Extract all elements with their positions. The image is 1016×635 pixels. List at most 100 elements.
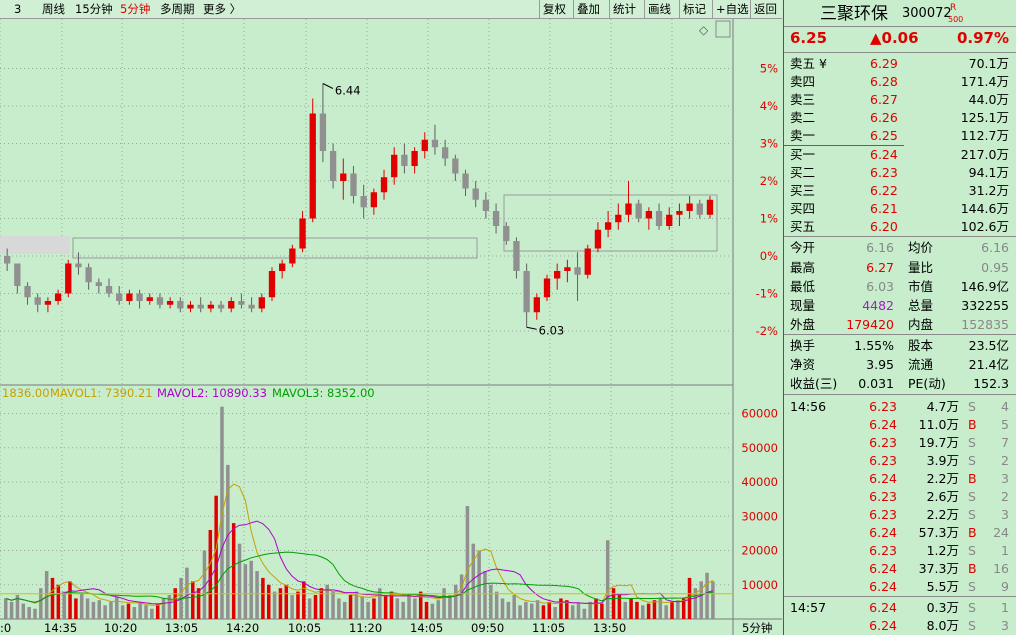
candle <box>319 113 327 151</box>
candle <box>401 154 408 166</box>
tick-volume: 4.7万 <box>926 399 959 414</box>
candle <box>655 211 663 226</box>
buy-level-2[interactable]: 买二 6.23 94.1万 <box>784 164 1016 182</box>
stats-row: 最低 6.03 市值 146.9亿 <box>784 278 1016 296</box>
volume-bar <box>155 603 160 619</box>
sell-level-1[interactable]: 卖五 ¥ 6.29 70.1万 <box>784 55 1016 73</box>
price-axis-label: 0% <box>760 249 778 263</box>
volume-bar <box>208 529 213 619</box>
volume-bar <box>173 588 177 619</box>
candle <box>4 256 11 264</box>
mark-button[interactable]: 标记 <box>679 0 709 18</box>
candle <box>207 304 215 309</box>
buy-level-4[interactable]: 买四 6.21 144.6万 <box>784 200 1016 218</box>
price-axis-label: 3% <box>760 137 778 151</box>
multi-period-button[interactable]: 多周期 <box>160 2 195 16</box>
level-volume: 125.1万 <box>960 110 1009 125</box>
tick-row: 6.24 57.3万 B 24 <box>784 524 1016 542</box>
price-axis-label: 5% <box>760 62 778 76</box>
sell-level-5[interactable]: 卖一 6.25 112.7万 <box>784 127 1016 145</box>
candle <box>635 203 642 219</box>
volume-bar <box>407 593 411 619</box>
volume-bar <box>676 600 680 619</box>
period-toolbar: 3 周线 15分钟 5分钟 多周期 更多 〉 复权 叠加 统计 画线 标记 +自… <box>0 0 782 19</box>
restore-right-button[interactable]: 复权 <box>539 0 569 18</box>
candle <box>279 263 286 271</box>
tick-price: 6.24 <box>869 618 897 633</box>
volume-bar <box>15 595 20 619</box>
buy-level-1[interactable]: 买一 6.24 217.0万 <box>784 146 1016 164</box>
candle <box>289 248 296 264</box>
period-item-3[interactable]: 3 <box>14 2 22 16</box>
price-axis-label: -1% <box>756 287 778 301</box>
add-watchlist-button[interactable]: +自选 <box>712 0 752 18</box>
volume-axis-label: 40000 <box>741 475 778 489</box>
candle <box>116 293 123 301</box>
candle <box>258 297 265 309</box>
tick-price: 6.23 <box>869 543 897 558</box>
sell-level-3[interactable]: 卖三 6.27 44.0万 <box>784 91 1016 109</box>
stat-label: 量比 <box>908 260 934 275</box>
tick-row: 6.24 2.2万 B 3 <box>784 470 1016 488</box>
tick-side: S <box>968 543 976 558</box>
period-item-5min[interactable]: 5分钟 <box>120 2 151 16</box>
more-menu-button[interactable]: 更多 〉 <box>203 2 242 16</box>
level-volume: 44.0万 <box>968 92 1009 107</box>
draw-line-button[interactable]: 画线 <box>644 0 674 18</box>
candle <box>136 293 143 301</box>
volume-legend-item: MAVOL1: 7390.21 <box>50 386 153 400</box>
period-item-15min[interactable]: 15分钟 <box>75 2 113 16</box>
stat-label: 收益(三) <box>790 376 838 391</box>
tick-count: 1 <box>1001 600 1009 615</box>
tick-count: 3 <box>1001 471 1009 486</box>
volume-bar <box>109 601 113 619</box>
tick-count: 2 <box>1001 489 1009 504</box>
candle <box>625 203 632 215</box>
price-axis-label: 1% <box>760 212 778 226</box>
stat-value: 6.03 <box>866 279 894 294</box>
candle <box>604 222 612 230</box>
buy-level-5[interactable]: 买五 6.20 102.6万 <box>784 218 1016 236</box>
sell-level-4[interactable]: 卖二 6.26 125.1万 <box>784 109 1016 127</box>
price-summary: 6.25 ▲0.06 0.97% <box>784 28 1016 48</box>
stats-row: 今开 6.16 均价 6.16 <box>784 239 1016 257</box>
mavol-line-3 <box>5 551 713 603</box>
volume-bar <box>91 601 96 619</box>
volume-bar <box>418 591 423 619</box>
volume-bar <box>565 600 569 619</box>
volume-bar <box>658 598 663 619</box>
volume-bar <box>74 598 78 619</box>
level-label: 买五 <box>790 219 816 234</box>
candle <box>441 147 449 159</box>
volume-legend-item: MAVOL3: 8352.00 <box>272 386 375 400</box>
candle <box>360 196 367 208</box>
tick-side: S <box>968 489 976 504</box>
tick-side: S <box>968 579 976 594</box>
buy-level-3[interactable]: 买三 6.22 31.2万 <box>784 182 1016 200</box>
sell-level-2[interactable]: 卖四 6.28 171.4万 <box>784 73 1016 91</box>
statistics-button[interactable]: 统计 <box>609 0 639 18</box>
last-price: 6.25 <box>790 29 828 47</box>
stat-label: 股本 <box>908 338 934 353</box>
stat-value: 152.3 <box>973 376 1009 391</box>
volume-bar <box>261 577 265 619</box>
tick-side: B <box>968 471 977 486</box>
level-volume: 171.4万 <box>960 74 1009 89</box>
stat-value: 332255 <box>961 298 1009 313</box>
volume-bar <box>214 495 218 619</box>
tick-side: S <box>968 507 976 522</box>
kline-chart-area[interactable]: ◇ 6.44 6.03 1836.00 MAVOL1: 7390.21 MAVOL2:… <box>0 19 782 635</box>
tick-time: 14:57 <box>790 600 827 615</box>
overlay-button[interactable]: 叠加 <box>573 0 603 18</box>
back-button[interactable]: 返回 <box>750 0 780 18</box>
tick-count: 2 <box>1001 453 1009 468</box>
period-item-week[interactable]: 周线 <box>42 2 65 16</box>
tick-row: 14:57 6.24 0.3万 S 1 <box>784 599 1016 617</box>
candle <box>472 188 479 200</box>
stats-row: 换手 1.55% 股本 23.5亿 <box>784 337 1016 355</box>
stats-row: 现量 4482 总量 332255 <box>784 297 1016 315</box>
stock-code: 300072 <box>902 6 952 21</box>
candle <box>431 139 439 148</box>
candle <box>54 293 62 301</box>
volume-bar <box>559 598 563 619</box>
